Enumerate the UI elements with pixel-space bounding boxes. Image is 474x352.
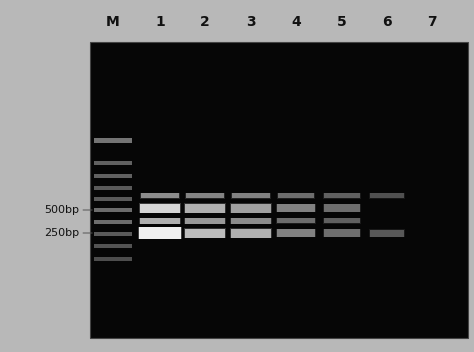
Bar	[277, 204, 315, 212]
Bar	[231, 218, 271, 224]
Bar	[230, 218, 272, 224]
Bar	[324, 204, 360, 212]
Bar	[276, 229, 316, 237]
Bar	[140, 193, 180, 199]
Bar	[94, 220, 132, 224]
Bar	[324, 229, 360, 237]
Bar	[94, 138, 132, 143]
Bar	[185, 218, 225, 224]
Bar	[370, 230, 404, 237]
Bar	[278, 194, 314, 199]
Bar	[138, 227, 182, 239]
Bar	[232, 194, 270, 199]
Bar	[94, 257, 132, 261]
Bar	[94, 161, 132, 165]
Text: 7: 7	[427, 15, 437, 29]
Bar	[230, 203, 272, 213]
Bar	[186, 194, 224, 199]
Bar	[323, 218, 361, 224]
Bar	[184, 228, 226, 238]
Bar	[90, 42, 468, 338]
Bar	[231, 228, 271, 238]
Bar	[231, 203, 271, 213]
Bar	[277, 193, 315, 199]
Bar	[185, 193, 225, 199]
Bar	[277, 219, 315, 224]
Bar	[324, 219, 360, 224]
Bar	[277, 229, 315, 237]
Bar	[139, 218, 181, 224]
Bar	[185, 203, 225, 213]
Text: 500bp: 500bp	[44, 205, 79, 215]
Text: 4: 4	[291, 15, 301, 29]
Bar	[140, 218, 180, 224]
Bar	[323, 204, 361, 212]
Bar	[276, 218, 316, 224]
Text: 6: 6	[382, 15, 392, 29]
Bar	[231, 193, 271, 199]
Bar	[370, 194, 404, 199]
Bar	[94, 197, 132, 201]
Text: M: M	[106, 15, 120, 29]
Bar	[184, 218, 226, 224]
Bar	[323, 229, 361, 237]
Bar	[324, 194, 360, 199]
Bar	[230, 228, 272, 238]
Bar	[369, 229, 405, 237]
Text: 5: 5	[337, 15, 347, 29]
Bar	[276, 204, 316, 212]
Text: 2: 2	[200, 15, 210, 29]
Bar	[369, 193, 405, 199]
Bar	[94, 244, 132, 248]
Bar	[185, 228, 225, 238]
Bar	[323, 193, 361, 199]
Bar	[94, 174, 132, 178]
Text: 1: 1	[155, 15, 165, 29]
Bar	[141, 194, 179, 199]
Bar	[94, 208, 132, 212]
Bar	[184, 203, 226, 213]
Bar	[140, 203, 180, 213]
Text: 250bp: 250bp	[44, 228, 79, 238]
Bar	[139, 227, 181, 239]
Bar	[94, 232, 132, 236]
Bar	[94, 186, 132, 190]
Text: 3: 3	[246, 15, 256, 29]
Bar	[139, 203, 181, 213]
